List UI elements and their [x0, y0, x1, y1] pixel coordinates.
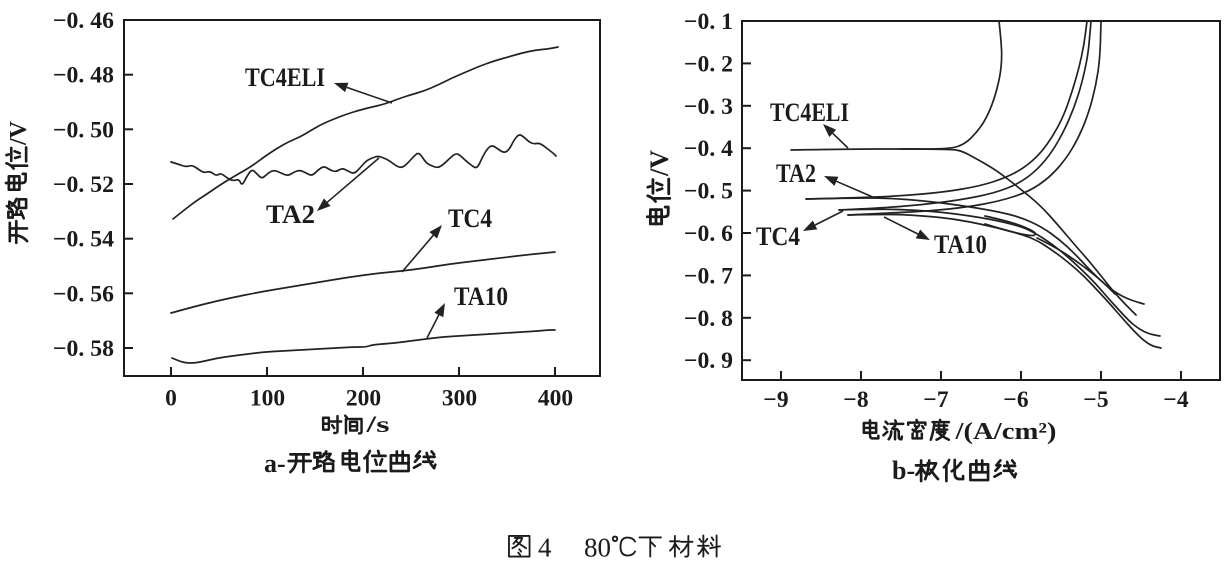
- svg-text:−0. 7: −0. 7: [684, 263, 733, 289]
- svg-text:100: 100: [250, 386, 285, 412]
- svg-text:TA2: TA2: [266, 200, 315, 229]
- svg-text:−0. 6: −0. 6: [684, 221, 733, 247]
- svg-text:TC4ELI: TC4ELI: [770, 98, 849, 127]
- svg-text:−0. 46: −0. 46: [53, 8, 114, 34]
- svg-text:300: 300: [442, 386, 477, 412]
- svg-text:−0. 2: −0. 2: [684, 51, 733, 77]
- svg-text:−0. 50: −0. 50: [53, 117, 114, 143]
- svg-text:−0. 4: −0. 4: [684, 136, 733, 162]
- svg-text:400: 400: [538, 386, 573, 412]
- svg-text:−0. 9: −0. 9: [684, 348, 733, 374]
- svg-text:0: 0: [165, 386, 177, 412]
- svg-text:4: 4: [538, 533, 552, 563]
- svg-text:−0. 1: −0. 1: [684, 9, 733, 35]
- svg-text:TC4: TC4: [448, 204, 492, 233]
- svg-text:TA10: TA10: [454, 282, 508, 311]
- svg-text:/V: /V: [6, 120, 32, 146]
- svg-text:200: 200: [346, 386, 381, 412]
- svg-text:80: 80: [584, 533, 611, 563]
- svg-text:−9: −9: [763, 387, 788, 413]
- svg-text:b-: b-: [892, 456, 915, 485]
- svg-text:TC4ELI: TC4ELI: [245, 63, 325, 92]
- svg-text:−0. 48: −0. 48: [53, 63, 114, 89]
- svg-text:−0. 5: −0. 5: [684, 179, 733, 205]
- svg-text:−8: −8: [843, 387, 868, 413]
- svg-text:−0. 54: −0. 54: [53, 227, 114, 253]
- svg-text:TA2: TA2: [776, 159, 816, 188]
- svg-text:−0. 56: −0. 56: [53, 281, 114, 307]
- svg-text:/V: /V: [645, 150, 674, 177]
- svg-text:/(A/cm²): /(A/cm²): [954, 418, 1056, 445]
- svg-text:−0. 58: −0. 58: [53, 336, 114, 362]
- svg-text:−4: −4: [1163, 387, 1188, 413]
- svg-text:−0. 3: −0. 3: [684, 94, 733, 120]
- svg-text:−6: −6: [1003, 387, 1028, 413]
- svg-text:−0. 8: −0. 8: [684, 306, 733, 332]
- svg-text:TC4: TC4: [756, 222, 800, 251]
- svg-text:a-: a-: [264, 449, 286, 478]
- svg-text:−0. 52: −0. 52: [53, 172, 114, 198]
- svg-text:TA10: TA10: [934, 230, 987, 259]
- svg-text:/s: /s: [365, 412, 390, 437]
- svg-text:−7: −7: [923, 387, 948, 413]
- svg-text:−5: −5: [1083, 387, 1108, 413]
